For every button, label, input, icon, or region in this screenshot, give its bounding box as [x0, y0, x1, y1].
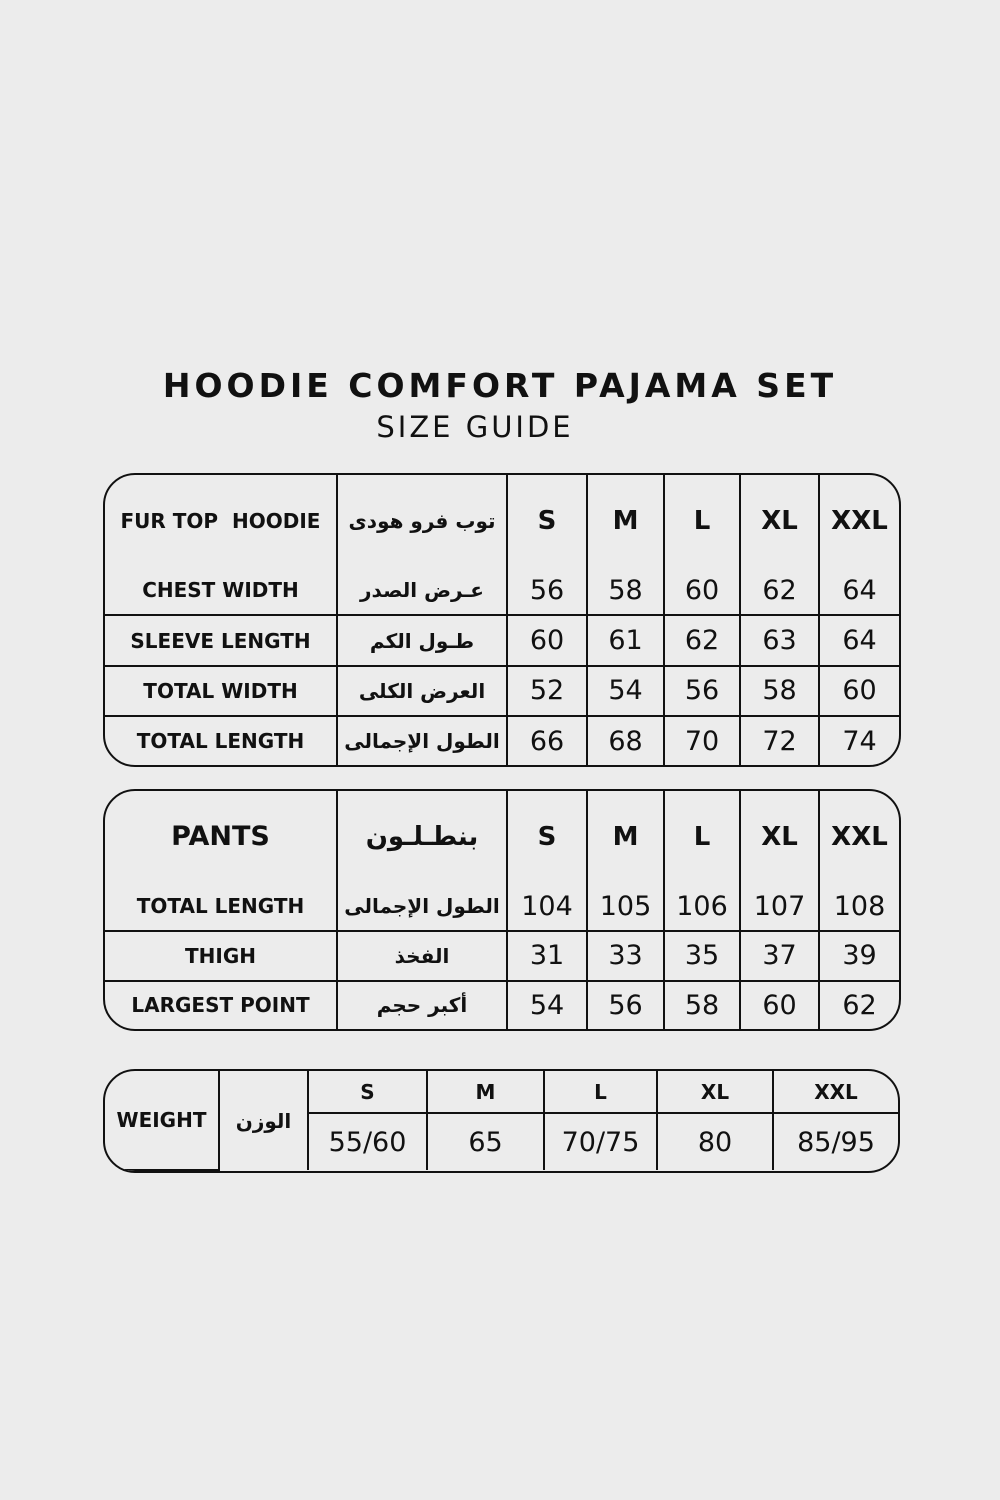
measurement-value: 58 [739, 664, 820, 718]
weight-value: 55/60 [308, 1112, 428, 1170]
measurement-value: 60 [506, 614, 588, 667]
table-row: TOTAL WIDTH العرض الكلى 52 54 56 58 60 [105, 664, 899, 718]
table-row: SLEEVE LENGTH طـول الكم 60 61 62 63 64 [105, 614, 899, 667]
measurement-value: 108 [818, 882, 899, 933]
measurement-label-ar: الطول الإجمالى [336, 715, 508, 765]
measurement-value: 37 [739, 930, 820, 982]
measurement-label-en: SLEEVE LENGTH [105, 614, 338, 667]
size-header: S [307, 1071, 428, 1114]
table-row: TOTAL LENGTH الطول الإجمالى 66 68 70 72 74 [105, 715, 899, 765]
measurement-value: 68 [586, 715, 665, 765]
page-title: HOODIE COMFORT PAJAMA SET [162, 366, 838, 405]
table-header-row: PANTS بنطـلـون S M L XL XXL [105, 791, 899, 883]
measurement-value: 54 [586, 664, 665, 718]
size-header: L [663, 475, 741, 567]
measurement-value: 56 [663, 664, 741, 718]
size-header: S [506, 791, 588, 883]
measurement-value: 74 [818, 715, 899, 765]
measurement-value: 105 [586, 882, 665, 933]
size-header: L [543, 1071, 658, 1114]
header-label-ar: بنطـلـون [336, 791, 508, 883]
measurement-value: 58 [586, 566, 665, 617]
measurement-label-en: TOTAL WIDTH [105, 664, 338, 718]
table-row: CHEST WIDTH عـرض الصدر 56 58 60 62 64 [105, 566, 899, 617]
measurement-value: 62 [663, 614, 741, 667]
measurement-value: 35 [663, 930, 741, 982]
measurement-value: 54 [506, 979, 588, 1029]
size-header: M [586, 475, 665, 567]
weight-value: 80 [656, 1112, 774, 1170]
header-label-en: FUR TOP HOODIE [105, 475, 338, 567]
measurement-label-en: TOTAL LENGTH [105, 715, 338, 765]
measurement-value: 106 [663, 882, 741, 933]
weight-value: 85/95 [772, 1112, 898, 1170]
size-header: XL [739, 475, 820, 567]
table-row: LARGEST POINT أكبر حجم 54 56 58 60 62 [105, 979, 899, 1029]
measurement-label-ar: عـرض الصدر [336, 566, 508, 617]
measurement-label-en: CHEST WIDTH [105, 566, 338, 617]
measurement-label-ar: العرض الكلى [336, 664, 508, 718]
page-subtitle: SIZE GUIDE [376, 410, 574, 444]
weight-label-ar: الوزن [218, 1071, 309, 1170]
measurement-label-ar: أكبر حجم [336, 979, 508, 1029]
measurement-label-ar: الطول الإجمالى [336, 882, 508, 933]
measurement-value: 72 [739, 715, 820, 765]
top-size-table: FUR TOP HOODIE توب فرو هودى S M L XL XXL… [103, 473, 901, 767]
size-header: XL [739, 791, 820, 883]
table-row: TOTAL LENGTH الطول الإجمالى 104 105 106 107 10… [105, 882, 899, 933]
weight-value: 70/75 [543, 1112, 658, 1170]
measurement-value: 60 [663, 566, 741, 617]
measurement-value: 62 [739, 566, 820, 617]
weight-value: 65 [426, 1112, 545, 1170]
measurement-value: 61 [586, 614, 665, 667]
size-header: S [506, 475, 588, 567]
measurement-value: 107 [739, 882, 820, 933]
measurement-value: 62 [818, 979, 899, 1029]
size-header: L [663, 791, 741, 883]
table-row: THIGH الفخذ 31 33 35 37 39 [105, 930, 899, 982]
measurement-label-en: TOTAL LENGTH [105, 882, 338, 933]
measurement-value: 64 [818, 566, 899, 617]
measurement-value: 70 [663, 715, 741, 765]
measurement-value: 52 [506, 664, 588, 718]
measurement-value: 31 [506, 930, 588, 982]
measurement-value: 60 [739, 979, 820, 1029]
measurement-value: 66 [506, 715, 588, 765]
header-label-ar: توب فرو هودى [336, 475, 508, 567]
size-header: XXL [818, 791, 899, 883]
weight-label-en: WEIGHT [105, 1071, 220, 1171]
pants-size-table: PANTS بنطـلـون S M L XL XXL TOTAL LENGTH… [103, 789, 901, 1031]
weight-table: WEIGHT الوزن S M L XL XXL 55/60 65 70/75… [103, 1069, 900, 1173]
size-header: M [426, 1071, 545, 1114]
measurement-label-ar: الفخذ [336, 930, 508, 982]
measurement-value: 33 [586, 930, 665, 982]
measurement-value: 39 [818, 930, 899, 982]
size-header: XL [656, 1071, 774, 1114]
measurement-value: 63 [739, 614, 820, 667]
table-header-row: FUR TOP HOODIE توب فرو هودى S M L XL XXL [105, 475, 899, 567]
measurement-value: 60 [818, 664, 899, 718]
header-label-en: PANTS [105, 791, 338, 883]
size-header: XXL [818, 475, 899, 567]
measurement-value: 64 [818, 614, 899, 667]
measurement-value: 56 [586, 979, 665, 1029]
size-header: M [586, 791, 665, 883]
measurement-value: 56 [506, 566, 588, 617]
measurement-label-en: LARGEST POINT [105, 979, 338, 1029]
measurement-label-en: THIGH [105, 930, 338, 982]
measurement-value: 58 [663, 979, 741, 1029]
measurement-value: 104 [506, 882, 588, 933]
measurement-label-ar: طـول الكم [336, 614, 508, 667]
size-header: XXL [772, 1071, 898, 1114]
